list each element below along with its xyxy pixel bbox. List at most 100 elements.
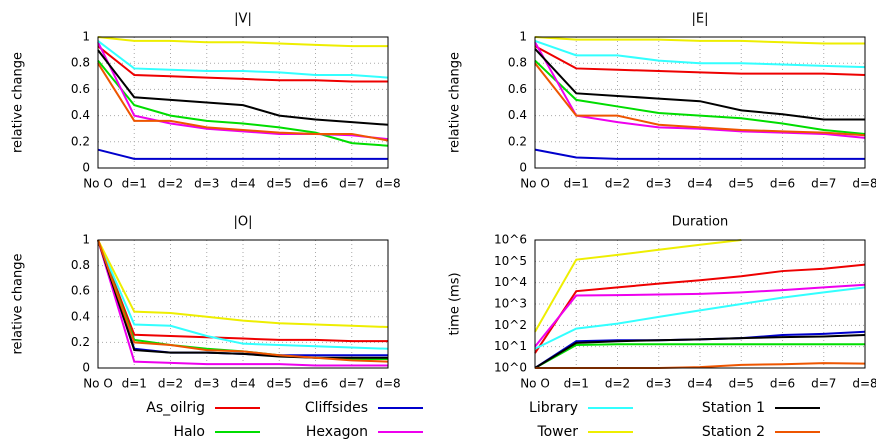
chart-title: Duration (672, 215, 728, 230)
series-line (97, 49, 389, 126)
y-tick-label: 0.2 (71, 335, 90, 349)
x-tick-label: d=7 (339, 377, 364, 391)
x-tick-label: d=8 (852, 377, 876, 391)
y-tick-label: 0.4 (71, 309, 90, 323)
x-tick-label: d=2 (605, 177, 630, 191)
chart-title: |O| (234, 215, 253, 230)
x-tick-label: d=6 (303, 177, 328, 191)
y-tick-label: 0.8 (71, 56, 90, 70)
series-line (97, 41, 389, 141)
y-tick-label: 0.8 (71, 258, 90, 272)
x-tick-label: d=4 (230, 377, 255, 391)
x-tick-label: d=6 (303, 377, 328, 391)
y-tick-label: 10^0 (494, 361, 527, 375)
series-line (97, 239, 388, 367)
chart-title: |E| (692, 12, 709, 27)
series-line (534, 48, 865, 121)
x-tick-label: No O (520, 177, 550, 191)
y-tick-label: 0.4 (71, 108, 90, 122)
x-tick-label: d=2 (605, 377, 630, 391)
x-tick-label: d=8 (375, 177, 400, 191)
x-tick-label: d=3 (646, 177, 671, 191)
plot-frame (534, 239, 866, 369)
y-tick-label: 0 (82, 161, 90, 175)
y-tick-label: 1 (519, 30, 527, 44)
series-line (534, 148, 865, 160)
y-tick-label: 0 (519, 161, 527, 175)
legend-label: Station 1 (702, 400, 765, 416)
x-tick-label: d=1 (122, 377, 147, 391)
series-line (97, 239, 389, 329)
y-tick-label: 10^5 (494, 254, 527, 268)
x-tick-label: d=3 (194, 177, 219, 191)
x-tick-label: d=5 (729, 377, 754, 391)
y-axis-label: relative change (11, 253, 26, 354)
series-line (97, 239, 388, 359)
y-tick-label: 0.4 (508, 108, 527, 122)
x-tick-label: No O (83, 177, 113, 191)
x-tick-label: d=4 (687, 377, 712, 391)
y-tick-label: 10^1 (494, 339, 527, 353)
y-tick-label: 10^6 (494, 233, 527, 247)
series-line (97, 239, 388, 343)
legend-label: Station 2 (702, 424, 765, 440)
x-tick-label: No O (520, 377, 550, 391)
y-tick-label: 10^4 (494, 275, 527, 289)
series-line (534, 41, 866, 139)
x-tick-label: d=3 (646, 377, 671, 391)
x-tick-label: No O (83, 377, 113, 391)
x-tick-label: d=4 (230, 177, 255, 191)
y-tick-label: 10^2 (494, 318, 527, 332)
series-line (534, 286, 866, 350)
legend-label: Halo (173, 424, 205, 440)
x-tick-label: d=8 (375, 377, 400, 391)
x-tick-label: d=2 (158, 177, 183, 191)
series-line (534, 283, 866, 348)
series-line (534, 343, 865, 369)
series-line (534, 334, 866, 369)
x-tick-label: d=4 (687, 177, 712, 191)
y-tick-label: 0 (82, 361, 90, 375)
series-line (534, 239, 742, 333)
series-line (97, 40, 389, 79)
series-line (97, 62, 389, 142)
x-tick-label: d=6 (770, 377, 795, 391)
x-tick-label: d=1 (564, 177, 589, 191)
legend-label: Library (529, 400, 578, 416)
legend-label: As_oilrig (146, 400, 205, 416)
x-tick-label: d=7 (811, 377, 836, 391)
series-line (97, 59, 389, 147)
legend-label: Hexagon (306, 424, 368, 440)
chart-title: |V| (234, 12, 252, 27)
x-tick-label: d=1 (564, 377, 589, 391)
series-line (97, 148, 388, 160)
y-tick-label: 0.2 (71, 134, 90, 148)
x-tick-label: d=7 (811, 177, 836, 191)
y-tick-label: 0.2 (508, 134, 527, 148)
y-axis-label: relative change (11, 52, 26, 153)
x-tick-label: d=3 (194, 377, 219, 391)
y-tick-label: 1 (82, 30, 90, 44)
series-line (97, 36, 388, 48)
series-line (535, 362, 866, 369)
y-tick-label: 10^3 (494, 297, 527, 311)
x-tick-label: d=6 (770, 177, 795, 191)
x-tick-label: d=5 (267, 177, 292, 191)
x-tick-label: d=5 (729, 177, 754, 191)
series-line (97, 239, 389, 363)
series-line (534, 39, 866, 69)
series-line (534, 36, 865, 45)
y-tick-label: 0.6 (508, 82, 527, 96)
x-tick-label: d=5 (267, 377, 292, 391)
plot-frame (97, 36, 389, 169)
y-tick-label: 0.6 (71, 82, 90, 96)
legend-label: Tower (536, 424, 578, 440)
series-line (97, 45, 388, 83)
y-tick-label: 0.6 (71, 284, 90, 298)
y-tick-label: 1 (82, 233, 90, 247)
x-tick-label: d=1 (122, 177, 147, 191)
series-line (534, 263, 866, 354)
plot-frame (534, 36, 866, 169)
